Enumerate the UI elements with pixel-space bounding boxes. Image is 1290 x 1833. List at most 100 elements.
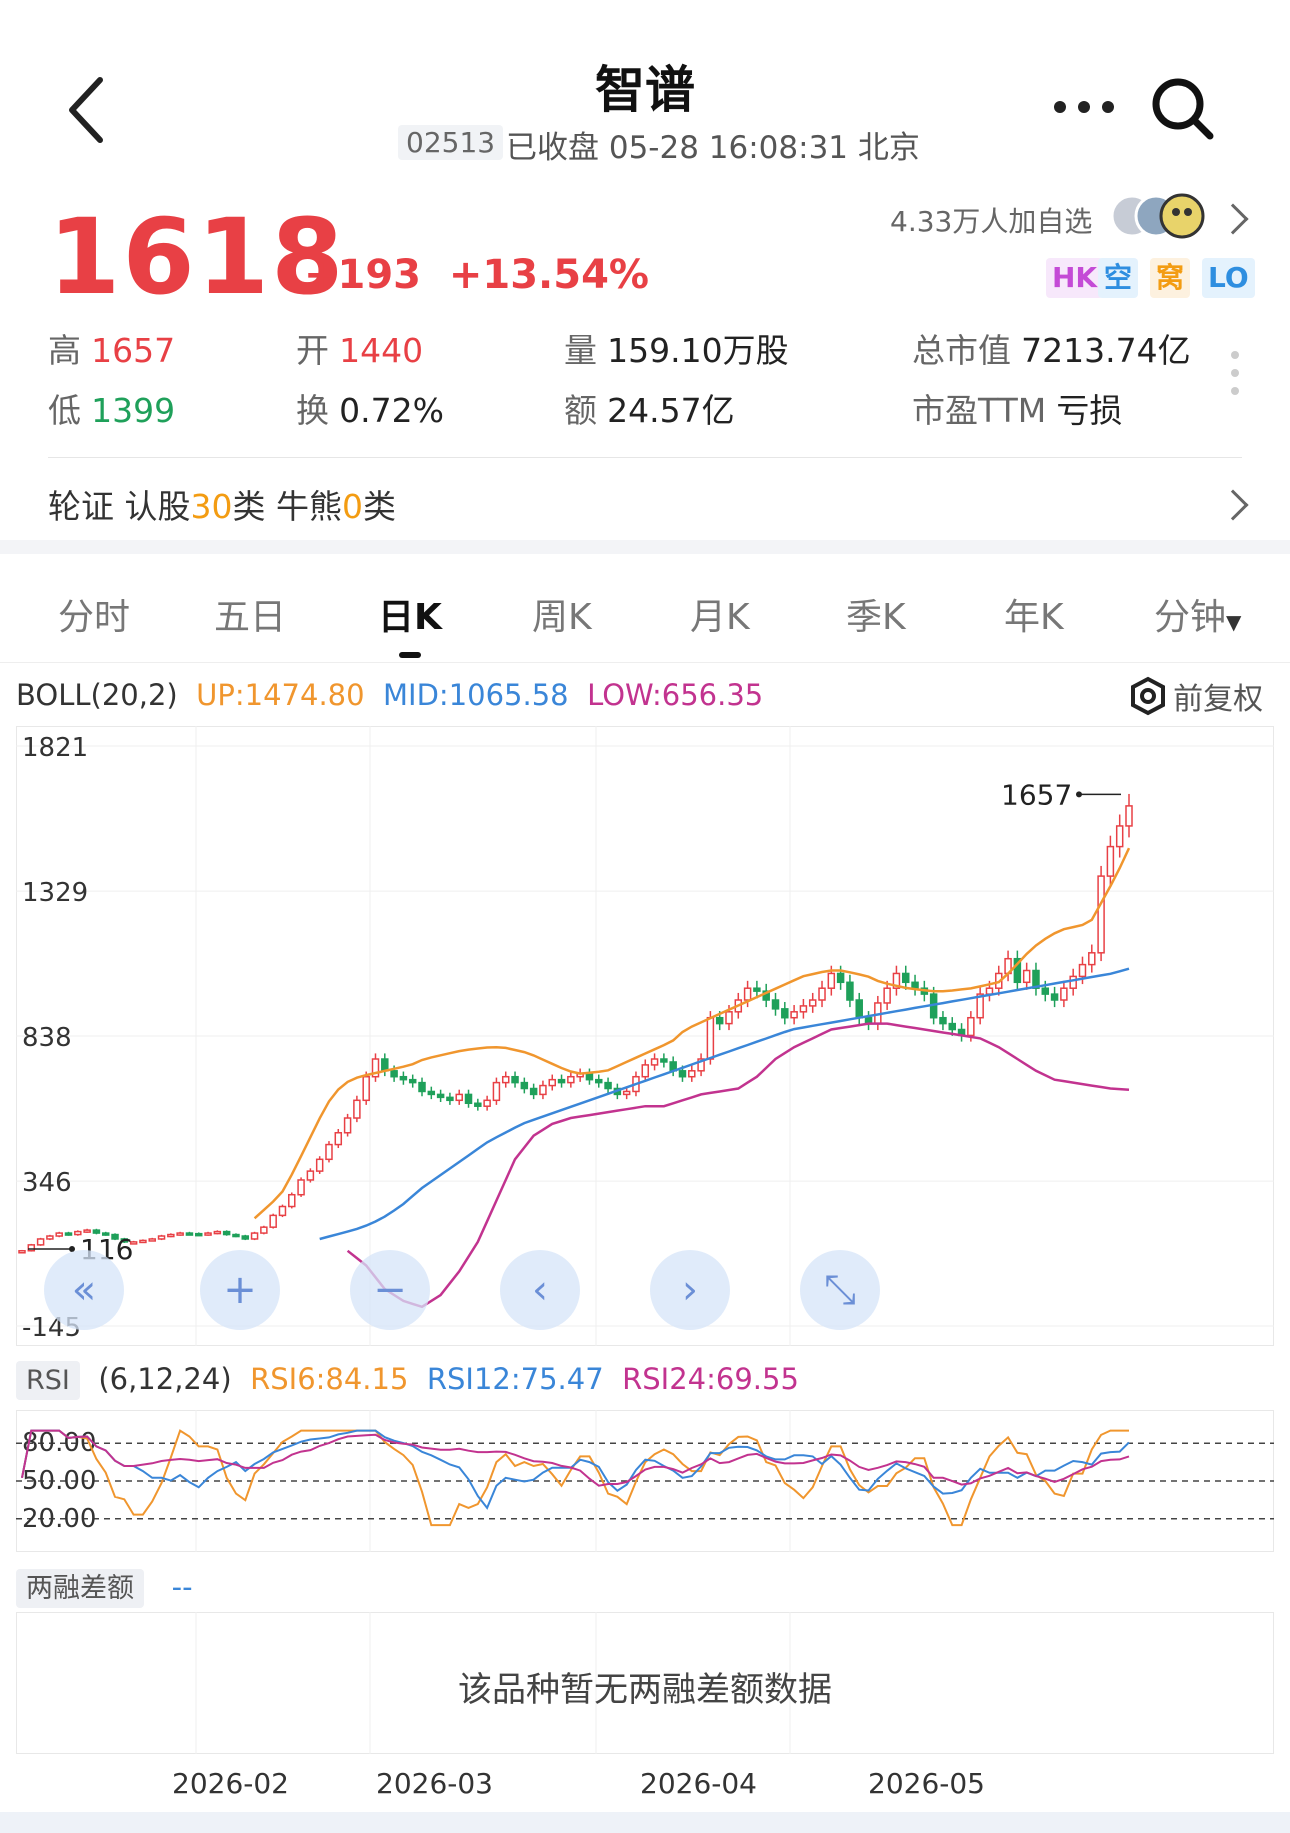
candle-body (269, 1214, 277, 1228)
follower-avatars[interactable] (1110, 192, 1208, 240)
candle-body (1041, 987, 1050, 995)
back-button[interactable] (60, 70, 120, 150)
chevron-right-icon: › (682, 1267, 698, 1313)
candle-body (185, 1232, 194, 1236)
candle-body (111, 1233, 119, 1240)
watchlist-chevron[interactable] (1217, 203, 1252, 235)
stat-turnover: 换 0.72% (296, 384, 444, 432)
expand-stats-button[interactable] (1230, 350, 1240, 396)
last-price: 1618 (48, 196, 346, 318)
candle-body (501, 1075, 510, 1084)
adjust-button[interactable]: 前复权 (1128, 674, 1263, 718)
candle-body (771, 999, 780, 1010)
warrant-summary[interactable]: 轮证 认股30类 牛熊0类 (48, 480, 396, 528)
vertical-dots-icon (1231, 351, 1239, 395)
y-tick-label: 1821 (22, 733, 88, 763)
rsi-chart[interactable]: 80.00 50.00 20.00 (16, 1410, 1274, 1552)
rsi-level-label: 20.00 (22, 1504, 96, 1534)
candle-body (892, 972, 901, 989)
candle-body (781, 1008, 789, 1019)
candle-body (446, 1096, 454, 1102)
stat-value: 0.72% (339, 391, 445, 430)
date-label: 2026-05 (868, 1767, 985, 1800)
candle-body (911, 981, 919, 989)
candle-body (129, 1241, 138, 1245)
stock-code: 02513 (398, 125, 504, 160)
candle-body (595, 1078, 603, 1084)
stat-amount: 额 24.57亿 (564, 384, 735, 432)
page-title: 智谱 (595, 61, 695, 119)
double-chevron-left-icon: « (71, 1267, 97, 1313)
candle-body (827, 972, 836, 989)
tab-intraday[interactable]: 分时 (58, 597, 131, 638)
more-button[interactable] (1052, 92, 1116, 122)
tab-minute[interactable]: 分钟▼ (1154, 588, 1241, 640)
warrant-chevron[interactable] (1217, 489, 1252, 521)
candle-body (548, 1078, 556, 1087)
tab-yearly-k[interactable]: 年K (1004, 597, 1064, 638)
candle-body (362, 1075, 370, 1102)
candle-body (167, 1233, 175, 1238)
candle-body (260, 1226, 268, 1234)
badge-lo: LO (1202, 258, 1255, 298)
candle-body (157, 1235, 166, 1240)
candle-body (520, 1081, 529, 1090)
candle-body (64, 1232, 73, 1236)
candle-body (36, 1238, 45, 1246)
candle-body (288, 1193, 296, 1208)
candle-body (139, 1239, 147, 1244)
y-tick-label: 1329 (22, 878, 88, 908)
candle-body (232, 1233, 240, 1238)
zoom-in-button[interactable]: + (200, 1250, 280, 1330)
stat-market-cap: 总市值 7213.74亿 (912, 324, 1191, 372)
margin-chart (16, 1612, 1274, 1754)
candle-body (846, 981, 854, 1001)
candle-body (706, 1016, 715, 1060)
zoom-out-far-button[interactable]: « (44, 1250, 124, 1330)
candle-body (715, 1016, 724, 1025)
stat-low: 低 1399 (48, 384, 175, 432)
tab-quarterly-k[interactable]: 季K (846, 597, 906, 638)
stat-value: 1399 (91, 391, 176, 430)
candle-body (985, 987, 994, 995)
watchlist-count[interactable]: 4.33万人加自选 (890, 205, 1093, 238)
chevron-right-icon (1217, 203, 1249, 235)
y-tick-label: 838 (22, 1023, 72, 1053)
candle-body (1125, 805, 1133, 827)
tab-five-day[interactable]: 五日 (214, 597, 287, 638)
candle-body (455, 1093, 463, 1102)
tab-label: 分钟 (1154, 597, 1227, 638)
stat-label: 高 (48, 331, 81, 370)
candle-body (808, 999, 817, 1007)
candle-body (1060, 987, 1068, 1001)
divider (0, 662, 1290, 663)
margin-legend[interactable]: 两融差额 -- (16, 1566, 193, 1608)
pan-left-button[interactable]: ‹ (500, 1250, 580, 1330)
candle-body (371, 1058, 380, 1078)
candle-body (650, 1058, 659, 1066)
candle-body (1013, 957, 1022, 984)
search-button[interactable] (1148, 74, 1218, 144)
candle-body (241, 1235, 250, 1240)
rsi-legend[interactable]: RSI (6,12,24) RSI6:84.15 RSI12:75.47 RSI… (16, 1361, 799, 1400)
zoom-out-button[interactable]: − (350, 1250, 430, 1330)
boll-legend[interactable]: BOLL(20,2) UP:1474.80 MID:1065.58 LOW:65… (16, 678, 763, 712)
boll-name: BOLL(20,2) (16, 678, 178, 712)
tab-monthly-k[interactable]: 月K (690, 597, 750, 638)
candle-body (315, 1158, 324, 1172)
candle-body (622, 1090, 631, 1096)
stat-label: 市盈TTM (912, 391, 1047, 430)
stat-volume: 量 159.10万股 (564, 324, 789, 372)
rsi-level-label: 80.00 (22, 1428, 96, 1458)
candle-body (976, 993, 984, 1019)
boll-mid-line (319, 967, 1130, 1241)
pan-right-button[interactable]: › (650, 1250, 730, 1330)
tab-daily-k[interactable]: 日K (378, 597, 442, 638)
tab-weekly-k[interactable]: 周K (532, 597, 592, 638)
boll-low: LOW:656.35 (587, 678, 764, 712)
candle-body (539, 1084, 547, 1096)
candle-body (222, 1230, 231, 1236)
fullscreen-button[interactable]: ⤡ (800, 1250, 880, 1330)
margin-value: -- (171, 1570, 193, 1604)
